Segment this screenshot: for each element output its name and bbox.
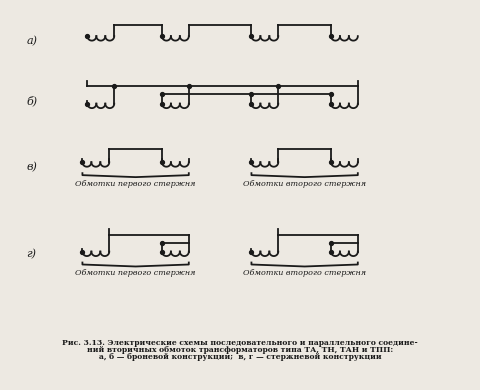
Text: ний вторичных обмоток трансформаторов типа ТА, ТН, ТАН и ТПП:: ний вторичных обмоток трансформаторов ти… [87, 346, 393, 354]
Text: а): а) [26, 35, 37, 46]
Text: Обмотки первого стержня: Обмотки первого стержня [75, 269, 196, 277]
Text: Обмотки первого стержня: Обмотки первого стержня [75, 180, 196, 188]
Text: а, б — броневой конструкции;  в, г — стержневой конструкции: а, б — броневой конструкции; в, г — стер… [99, 353, 381, 361]
Text: Обмотки второго стержня: Обмотки второго стержня [243, 269, 366, 277]
Text: Рис. 3.13. Электрические схемы последовательного и параллельного соедине-: Рис. 3.13. Электрические схемы последова… [62, 339, 418, 347]
Text: Обмотки второго стержня: Обмотки второго стержня [243, 180, 366, 188]
Text: г): г) [26, 249, 36, 259]
Text: б): б) [26, 96, 37, 106]
Text: в): в) [26, 161, 37, 172]
